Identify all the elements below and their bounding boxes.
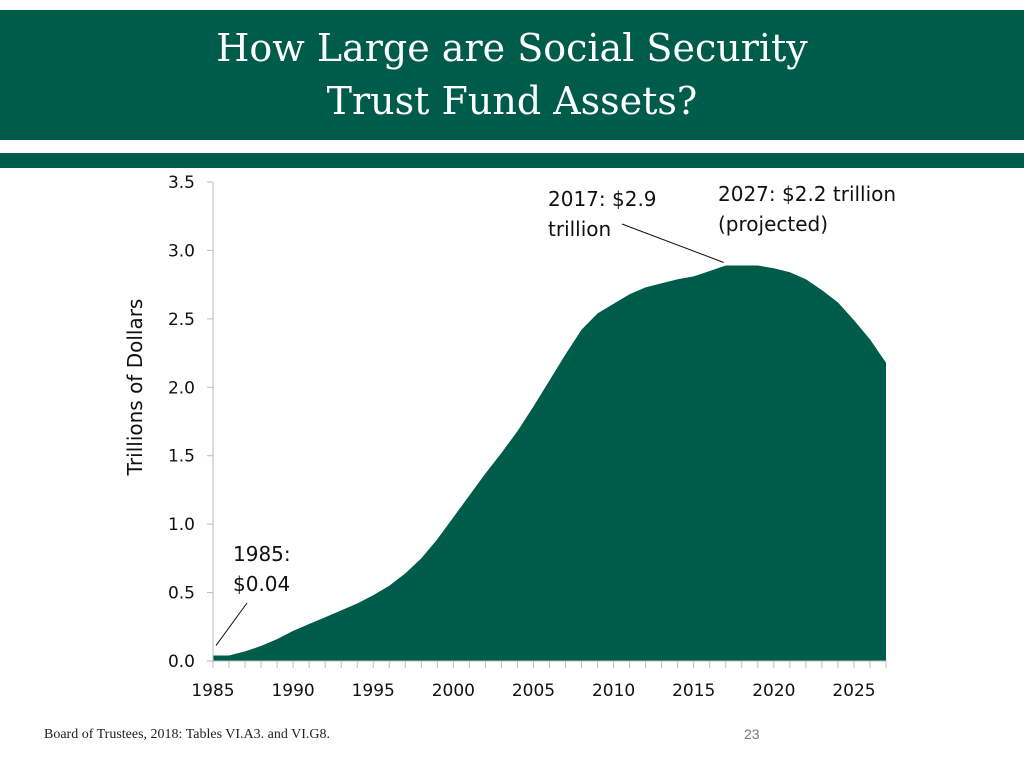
x-tick-label: 1985 — [191, 681, 234, 701]
header-divider-stripe — [0, 153, 1024, 168]
slide-title-line-2: Trust Fund Assets? — [326, 79, 698, 123]
title-banner — [0, 10, 1024, 140]
x-tick-label: 1995 — [352, 681, 395, 701]
y-tick-label: 3.0 — [168, 241, 195, 261]
slide-title-line-1: How Large are Social Security — [216, 26, 808, 70]
slide-title: How Large are Social Security Trust Fund… — [0, 22, 1024, 128]
annotation-1985-leader — [215, 602, 248, 646]
y-tick-label: 1.5 — [168, 447, 195, 467]
y-tick-label: 2.5 — [168, 310, 195, 330]
x-tick-label: 2005 — [512, 681, 555, 701]
x-tick-label: 1990 — [271, 681, 314, 701]
y-tick-label: 0.5 — [168, 584, 195, 604]
x-tick-label: 2015 — [672, 681, 715, 701]
source-citation: Board of Trustees, 2018: Tables VI.A3. a… — [44, 727, 331, 742]
annotation-2027-line1: 2027: $2.2 trillion — [718, 182, 896, 206]
y-tick-label: 1.0 — [168, 515, 195, 535]
y-tick-label: 2.0 — [168, 378, 195, 398]
x-tick-label: 2020 — [752, 681, 795, 701]
annotation-1985-line2: $0.04 — [233, 572, 290, 596]
x-tick-label: 2000 — [432, 681, 475, 701]
annotation-2017-leader — [621, 223, 724, 263]
y-tick-label: 0.0 — [168, 652, 195, 672]
page-number: 23 — [744, 726, 760, 742]
y-axis-title: Trillions of Dollars — [123, 299, 147, 477]
y-tick-label: 3.5 — [168, 173, 195, 193]
annotation-2027-line2: (projected) — [718, 212, 828, 236]
annotation-2017-line1: 2017: $2.9 — [548, 187, 657, 211]
annotation-2017-line2: trillion — [548, 217, 611, 241]
x-tick-label: 2010 — [592, 681, 635, 701]
x-tick-label: 2025 — [832, 681, 875, 701]
annotation-1985-line1: 1985: — [233, 542, 291, 566]
area-series — [213, 265, 886, 661]
